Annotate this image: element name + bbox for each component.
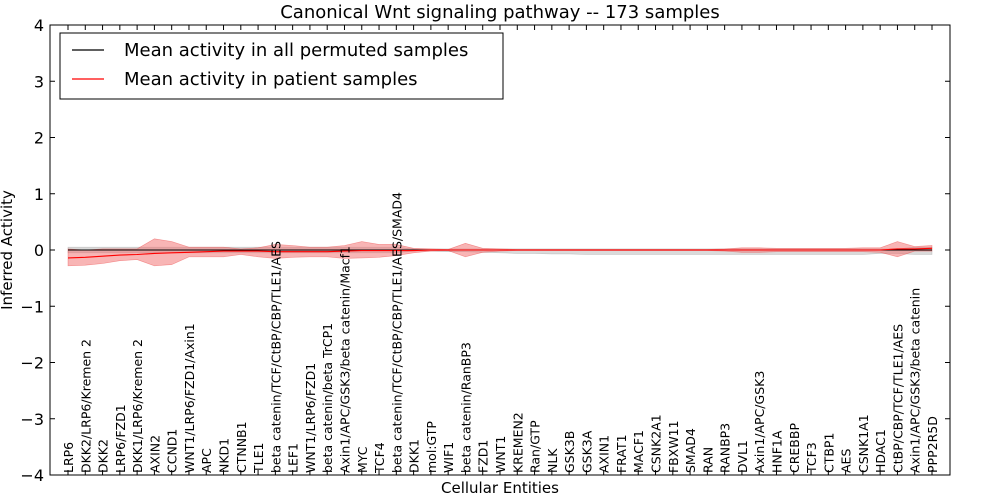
x-tick-label: LRP6/FZD1 xyxy=(113,404,128,473)
x-tick-label: GSK3B xyxy=(562,431,577,473)
x-tick-label: RANBP3 xyxy=(718,423,733,473)
y-tick-label: 3 xyxy=(34,72,44,91)
y-tick-label: −1 xyxy=(20,297,44,316)
x-tick-label: LEF1 xyxy=(286,443,301,473)
x-tick-label: NLK xyxy=(545,448,560,473)
x-tick-label: WIF1 xyxy=(441,442,456,473)
x-tick-label: MYC xyxy=(355,446,370,473)
x-tick-label: RAN xyxy=(700,447,715,473)
x-axis-label: Cellular Entities xyxy=(441,479,559,497)
y-tick-label: 4 xyxy=(34,16,44,35)
x-tick-label: Ran/GTP xyxy=(528,420,543,473)
x-tick-label: DKK2 xyxy=(96,439,111,473)
y-tick-label: −2 xyxy=(20,354,44,373)
chart-title: Canonical Wnt signaling pathway -- 173 s… xyxy=(280,2,720,23)
x-tick-label: TLE1 xyxy=(251,443,266,474)
x-tick-label: WNT1/LRP6/FZD1/Axin1 xyxy=(182,323,197,473)
x-tick-label: APC xyxy=(199,448,214,473)
x-tick-label: beta catenin/TCF/CtBP/CBP/TLE1/AES/SMAD4 xyxy=(389,192,404,473)
x-tick-label: DKK1 xyxy=(407,439,422,473)
x-tick-label: NKD1 xyxy=(217,438,232,473)
x-tick-label: PPP2R5D xyxy=(925,416,940,473)
legend-entry-patient: Mean activity in patient samples xyxy=(124,69,418,90)
x-tick-label: SMAD4 xyxy=(683,428,698,473)
x-tick-label: beta catenin/TCF/CtBP/CBP/TLE1/AES xyxy=(268,241,283,473)
y-tick-label: 1 xyxy=(34,185,44,204)
x-tick-label: DKK2/LRP6/Kremen 2 xyxy=(78,339,93,473)
x-tick-label: KREMEN2 xyxy=(510,412,525,473)
y-tick-label: 2 xyxy=(34,129,44,148)
x-tick-label: DKK1/LRP6/Kremen 2 xyxy=(130,339,145,473)
x-tick-label: HNF1A xyxy=(769,430,784,473)
x-tick-label: beta catenin/beta TrCP1 xyxy=(320,323,335,473)
x-tick-label: CtBP/CBP/TCF/TLE1/AES xyxy=(890,324,905,473)
y-tick-label: 0 xyxy=(34,241,44,260)
x-tick-label: GSK3A xyxy=(579,430,594,473)
x-tick-label: FZD1 xyxy=(476,440,491,473)
legend: Mean activity in all permuted samples Me… xyxy=(59,32,504,100)
x-tick-label: Axin1/APC/GSK3/beta catenin/Macf1 xyxy=(337,246,352,473)
x-tick-label: CTBP1 xyxy=(821,433,836,473)
series-band-patient xyxy=(67,238,933,267)
x-tick-label: AES xyxy=(839,449,854,473)
x-tick-label: MACF1 xyxy=(631,430,646,473)
x-tick-label: CSNK1A1 xyxy=(856,414,871,473)
legend-entry-permuted: Mean activity in all permuted samples xyxy=(124,40,468,61)
x-tick-label: HDAC1 xyxy=(873,429,888,473)
x-tick-label: AXIN1 xyxy=(597,435,612,473)
x-tick-label: mol:GTP xyxy=(424,421,439,473)
x-tick-label: FBXW11 xyxy=(666,420,681,473)
x-tick-label: CTNNB1 xyxy=(234,421,249,473)
x-tick-label: CCND1 xyxy=(165,429,180,473)
x-tick-label: Axin1/APC/GSK3 xyxy=(752,371,767,473)
series-line-patient xyxy=(67,247,933,259)
y-tick-label: −3 xyxy=(20,410,44,429)
x-tick-label: Axin1/APC/GSK3/beta catenin xyxy=(908,288,923,473)
legend-box xyxy=(59,32,504,100)
x-tick-label: CSNK2A1 xyxy=(649,414,664,473)
x-tick-label: beta catenin/RanBP3 xyxy=(458,342,473,473)
y-tick-label: −4 xyxy=(20,466,44,485)
x-tick-label: TCF3 xyxy=(804,442,819,474)
x-tick-label: WNT1 xyxy=(493,436,508,473)
x-tick-label: FRAT1 xyxy=(614,434,629,473)
x-tick-label: CREBBP xyxy=(787,423,802,473)
x-tick-label: WNT1/LRP6/FZD1 xyxy=(303,363,318,473)
x-tick-label: DVL1 xyxy=(735,440,750,473)
y-axis-label: Inferred Activity xyxy=(0,190,16,310)
x-tick-label: AXIN2 xyxy=(147,435,162,473)
x-tick-label: TCF4 xyxy=(372,442,387,474)
x-tick-label: LRP6 xyxy=(61,442,76,473)
